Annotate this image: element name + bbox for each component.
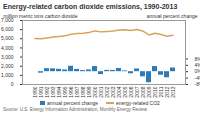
svg-text:4,000: 4,000 xyxy=(1,45,14,51)
svg-text:1991: 1991 xyxy=(37,86,44,98)
svg-text:0%: 0% xyxy=(195,68,200,74)
svg-text:2005: 2005 xyxy=(121,86,128,98)
svg-text:8%: 8% xyxy=(195,56,200,62)
svg-text:1992: 1992 xyxy=(43,86,50,98)
svg-text:2010: 2010 xyxy=(151,86,158,98)
html-text:Energy-related carbon dioxide: Energy-related carbon dioxide emissions,… xyxy=(3,3,178,10)
svg-text:2013: 2013 xyxy=(170,86,176,97)
svg-text:-8%: -8% xyxy=(195,81,200,87)
svg-text:1993: 1993 xyxy=(49,86,56,98)
svg-text:3,000: 3,000 xyxy=(1,54,14,60)
html-text:annual percent change: annual percent change xyxy=(47,100,98,106)
html-text:energy-related CO2: energy-related CO2 xyxy=(116,100,160,106)
svg-text:1994: 1994 xyxy=(55,86,62,98)
svg-text:1990: 1990 xyxy=(31,86,38,98)
svg-text:2004: 2004 xyxy=(115,86,122,98)
svg-text:7,000: 7,000 xyxy=(1,17,14,24)
svg-text:2006: 2006 xyxy=(127,86,134,98)
svg-text:-4%: -4% xyxy=(195,75,200,81)
svg-text:2003: 2003 xyxy=(109,86,116,98)
svg-text:1996: 1996 xyxy=(67,86,74,98)
svg-text:2001: 2001 xyxy=(97,86,104,98)
svg-text:2009: 2009 xyxy=(145,86,152,98)
html-text:Source: U.S. Energy Informatio: Source: U.S. Energy Information Administ… xyxy=(3,107,148,112)
svg-text:1998: 1998 xyxy=(79,86,86,98)
svg-text:6,000: 6,000 xyxy=(1,26,14,32)
svg-text:1997: 1997 xyxy=(73,86,80,98)
svg-text:0: 0 xyxy=(11,81,14,87)
svg-text:2002: 2002 xyxy=(103,86,110,98)
svg-text:2011: 2011 xyxy=(157,86,164,98)
svg-text:4%: 4% xyxy=(195,62,200,68)
svg-text:2007: 2007 xyxy=(133,86,140,98)
svg-text:5,000: 5,000 xyxy=(1,35,14,41)
svg-text:2000: 2000 xyxy=(91,86,98,98)
svg-text:1999: 1999 xyxy=(85,86,92,98)
svg-text:2012: 2012 xyxy=(163,86,170,98)
svg-text:1995: 1995 xyxy=(61,86,68,98)
svg-text:million metric tons carbon dio: million metric tons carbon dioxide xyxy=(4,13,78,19)
svg-text:1,000: 1,000 xyxy=(1,72,14,78)
svg-text:2,000: 2,000 xyxy=(1,63,14,69)
svg-text:2008: 2008 xyxy=(139,86,146,98)
svg-text:annual percent change: annual percent change xyxy=(147,13,198,19)
